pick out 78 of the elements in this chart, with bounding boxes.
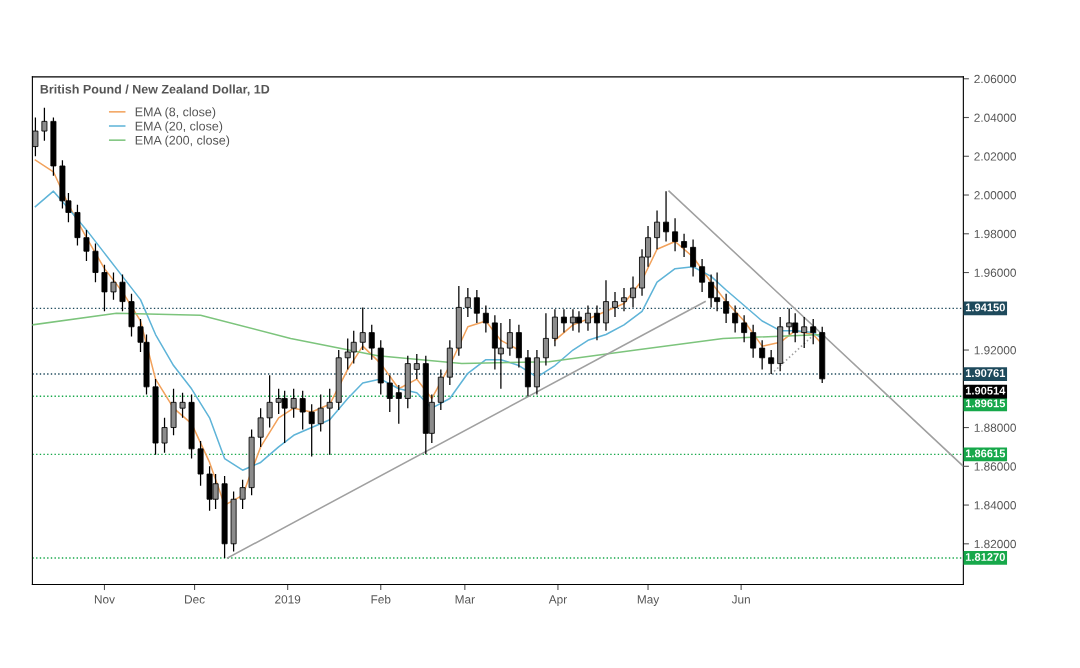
candlestick — [506, 318, 513, 357]
candlestick — [560, 308, 567, 334]
ref-line-label: 1.86615 — [965, 449, 1006, 458]
y-tick-label: 1.86000 — [974, 462, 1016, 471]
candlestick — [699, 258, 706, 293]
candlestick — [101, 264, 108, 312]
candlestick — [119, 273, 126, 312]
candlestick — [92, 242, 99, 283]
x-tick-label: May — [637, 595, 660, 606]
candlestick — [585, 304, 591, 332]
y-tick-label: 1.82000 — [974, 539, 1016, 549]
candlestick — [741, 314, 748, 343]
candlestick — [810, 318, 817, 345]
candlestick — [801, 316, 808, 349]
candlestick — [473, 289, 480, 324]
candlestick — [386, 374, 393, 413]
x-tick-label: Apr — [548, 595, 567, 606]
y-tick-label: 2.00000 — [974, 191, 1016, 200]
candlestick — [83, 229, 90, 262]
y-tick-label: 1.88000 — [974, 423, 1016, 432]
candlestick — [681, 233, 688, 258]
candlestick — [317, 393, 324, 433]
candlestick — [732, 304, 739, 334]
candlestick — [672, 217, 679, 252]
legend-label: EMA (200, close) — [135, 135, 230, 148]
candlestick — [690, 238, 697, 278]
candlestick — [308, 403, 315, 458]
candlestick — [161, 417, 168, 454]
candlestick — [551, 308, 558, 347]
candlestick — [464, 287, 471, 318]
candlestick — [299, 390, 306, 431]
candlestick — [750, 324, 757, 359]
candlestick — [326, 388, 333, 456]
candlestick — [594, 304, 600, 341]
y-tick-label: 1.92000 — [974, 346, 1016, 355]
candlestick — [663, 190, 670, 243]
x-tick-label: Mar — [455, 595, 475, 604]
candlestick — [359, 306, 366, 351]
x-tick-label: Feb — [371, 594, 391, 604]
candlestick — [654, 209, 661, 250]
legend-label: EMA (8, close) — [135, 107, 216, 119]
y-tick-label: 2.04000 — [974, 113, 1016, 122]
y-tick-label: 1.84000 — [974, 501, 1016, 510]
y-tick-label: 2.02000 — [974, 152, 1016, 161]
ref-line-label: 1.94150 — [965, 303, 1005, 312]
candlestick — [257, 407, 264, 448]
text: British Pound / New Zealand Dollar, 1D — [40, 84, 270, 96]
candlestick — [621, 287, 627, 312]
ref-line-label: 1.90761 — [965, 369, 1006, 378]
candlestick — [368, 324, 375, 361]
legend-label: EMA (20, close) — [135, 121, 223, 133]
y-tick-label: 2.06000 — [974, 74, 1016, 84]
candlestick — [630, 275, 636, 309]
candlestick — [266, 374, 273, 429]
candlestick — [41, 107, 48, 142]
candlestick — [110, 271, 117, 301]
ref-line-label: 1.81270 — [965, 553, 1005, 561]
y-tick-label: 1.96000 — [974, 268, 1016, 277]
candlestick — [32, 116, 39, 157]
candlestick — [482, 304, 489, 334]
candlestick — [239, 479, 246, 510]
x-tick-label: 2019 — [275, 595, 301, 604]
candlestick — [768, 349, 775, 375]
candlestick — [179, 392, 186, 419]
candlestick — [413, 353, 420, 380]
candlestick — [759, 339, 766, 371]
candlestick — [395, 384, 402, 425]
x-tick-label: Nov — [94, 595, 115, 604]
x-tick-label: Dec — [185, 595, 205, 604]
x-tick-label: Jun — [731, 595, 750, 604]
ref-line-label: 1.89615 — [965, 399, 1006, 408]
y-tick-label: 1.98000 — [974, 229, 1016, 239]
candlestick — [723, 293, 730, 324]
candlestick — [290, 388, 297, 419]
candlestick — [612, 291, 618, 318]
text: 1.90514 — [965, 386, 1006, 395]
candlestick — [542, 312, 549, 367]
candlestick — [603, 279, 609, 332]
